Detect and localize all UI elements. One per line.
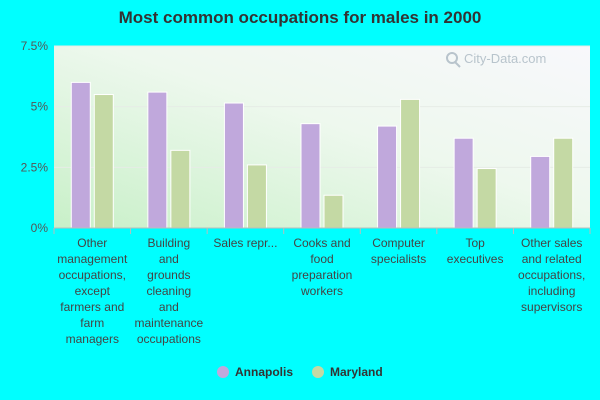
bar-maryland-2	[246, 164, 267, 229]
bars	[70, 81, 574, 229]
category-label: Top executives	[447, 236, 504, 266]
magnifier-icon	[446, 52, 461, 68]
y-tick-label: 7.5%	[21, 39, 49, 53]
y-tick-label: 5%	[31, 100, 49, 114]
bar-maryland-3	[323, 194, 344, 229]
category-label-line: and related	[522, 252, 582, 266]
category-label-line: and	[159, 300, 179, 314]
legend-label-maryland: Maryland	[330, 365, 383, 379]
category-label-line: Computer	[372, 236, 425, 250]
category-label: Cooks and food preparation workers	[292, 236, 353, 298]
category-label-line: management	[57, 252, 128, 266]
legend-swatch-annapolis	[217, 366, 229, 378]
legend: Annapolis Maryland	[217, 365, 383, 379]
bar-maryland-4	[400, 98, 421, 229]
category-label-line: food	[310, 252, 333, 266]
category-label-line: and	[159, 252, 179, 266]
bar-annapolis-2	[223, 102, 244, 229]
category-label-line: except	[75, 284, 111, 298]
category-label-line: specialists	[371, 252, 426, 266]
watermark-text: City-Data.com	[464, 51, 546, 66]
legend-swatch-maryland	[312, 366, 324, 378]
category-label-line: workers	[300, 284, 343, 298]
category-label-line: Other sales	[521, 236, 582, 250]
category-label-line: occupations,	[518, 268, 585, 282]
category-label-line: Building	[148, 236, 191, 250]
legend-label-annapolis: Annapolis	[235, 365, 293, 379]
category-label-line: occupations,	[59, 268, 126, 282]
category-label-line: Top	[465, 236, 485, 250]
plot-area	[54, 46, 590, 228]
bar-maryland-6	[553, 137, 574, 229]
category-labels: Other management occupations, except farmers…	[57, 236, 585, 346]
category-label-line: managers	[66, 332, 119, 346]
y-axis-ticks: 0% 2.5% 5% 7.5%	[21, 39, 49, 235]
bar-maryland-0	[93, 94, 114, 229]
category-label-line: Cooks and	[293, 236, 350, 250]
bar-annapolis-1	[147, 91, 168, 229]
category-label-line: including	[528, 284, 575, 298]
category-label-line: farmers and	[60, 300, 124, 314]
category-label: Other sales and related occupations, includ…	[518, 236, 585, 314]
category-label-line: supervisors	[521, 300, 582, 314]
category-label: Other management occupations, except farmers…	[57, 236, 128, 346]
bar-annapolis-3	[300, 123, 321, 229]
chart-title: Most common occupations for males in 200…	[119, 8, 482, 27]
category-label-line: occupations	[137, 332, 201, 346]
bar-maryland-1	[170, 149, 191, 229]
bar-annapolis-0	[70, 81, 91, 229]
y-tick-label: 2.5%	[21, 160, 49, 174]
category-label-line: Other	[77, 236, 107, 250]
category-label-line: farm	[80, 316, 104, 330]
category-label-line: executives	[447, 252, 504, 266]
grid-lines	[54, 45, 590, 168]
category-label: Computer specialists	[371, 236, 426, 266]
bar-annapolis-5	[453, 137, 474, 229]
category-label-line: maintenance	[134, 316, 203, 330]
category-label-line: grounds	[147, 268, 190, 282]
watermark: City-Data.com	[446, 51, 546, 68]
x-axis	[53, 227, 591, 234]
bar-maryland-5	[476, 168, 497, 229]
category-label: Sales repr...	[213, 236, 277, 250]
bar-annapolis-6	[530, 155, 551, 229]
bar-annapolis-4	[377, 125, 398, 229]
category-label-line: cleaning	[147, 284, 192, 298]
y-tick-label: 0%	[31, 221, 49, 235]
category-label: Building and grounds cleaning and maintenance…	[134, 236, 203, 346]
category-label-line: Sales repr...	[213, 236, 277, 250]
category-label-line: preparation	[292, 268, 353, 282]
